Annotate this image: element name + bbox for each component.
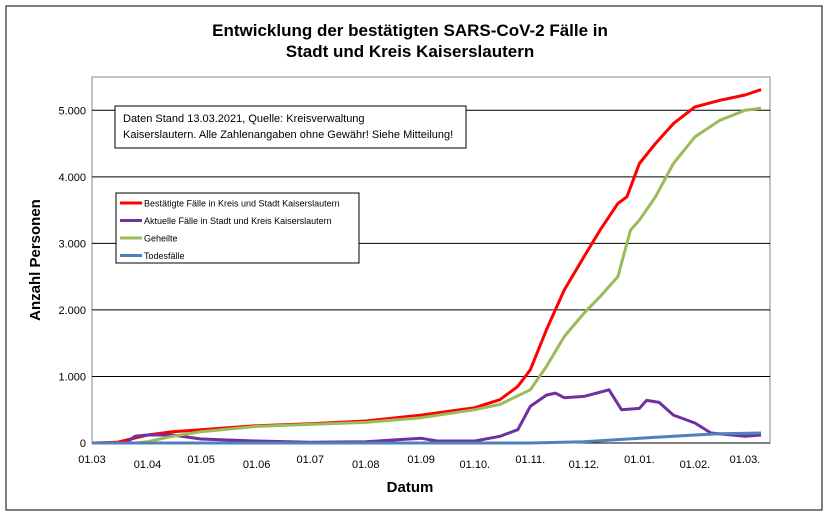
annotation-line2: Kaiserslautern. Alle Zahlenangaben ohne … — [123, 129, 453, 141]
y-axis-label: Anzahl Personen — [27, 199, 44, 321]
legend-label: Aktuelle Fälle in Stadt und Kreis Kaiser… — [144, 216, 332, 226]
x-tick-label: 01.09 — [407, 454, 435, 466]
series-line — [92, 388, 762, 445]
annotation-box: Daten Stand 13.03.2021, Quelle: Kreisver… — [114, 105, 467, 149]
x-tick-label: 01.12. — [569, 459, 600, 471]
y-tick-label: 1.000 — [58, 371, 86, 383]
x-tick-label: 01.03. — [730, 454, 761, 466]
x-tick-label: 01.08 — [352, 459, 380, 471]
x-tick-label: 01.06 — [243, 459, 271, 471]
x-tick-label: 01.01. — [624, 454, 655, 466]
legend-label: Todesfälle — [144, 251, 185, 261]
x-tick-label: 01.11. — [515, 454, 545, 466]
y-tick-label: 2.000 — [58, 305, 86, 317]
x-tick-label: 01.04 — [134, 459, 162, 471]
legend-label: Bestätigte Fälle in Kreis und Stadt Kais… — [144, 199, 340, 209]
annotation-line1: Daten Stand 13.03.2021, Quelle: Kreisver… — [123, 113, 365, 125]
series-line — [91, 88, 762, 445]
y-tick-label: 0 — [80, 438, 86, 450]
chart-title-line2: Stadt und Kreis Kaiserslautern — [286, 42, 534, 61]
x-tick-label: 01.10. — [460, 459, 491, 471]
legend: Bestätigte Fälle in Kreis und Stadt Kais… — [115, 192, 360, 264]
x-tick-label: 01.02. — [680, 459, 711, 471]
y-tick-label: 3.000 — [58, 238, 86, 250]
series-line — [92, 431, 762, 445]
series-line — [92, 106, 762, 445]
chart-title-line1: Entwicklung der bestätigten SARS-CoV-2 F… — [212, 21, 608, 40]
y-tick-label: 5.000 — [58, 105, 86, 117]
x-axis-label: Datum — [387, 479, 434, 496]
x-tick-label: 01.05 — [187, 454, 215, 466]
x-tick-label: 01.03 — [78, 454, 106, 466]
y-tick-label: 4.000 — [58, 172, 86, 184]
x-tick-label: 01.07 — [296, 454, 324, 466]
legend-label: Geheilte — [144, 234, 178, 244]
